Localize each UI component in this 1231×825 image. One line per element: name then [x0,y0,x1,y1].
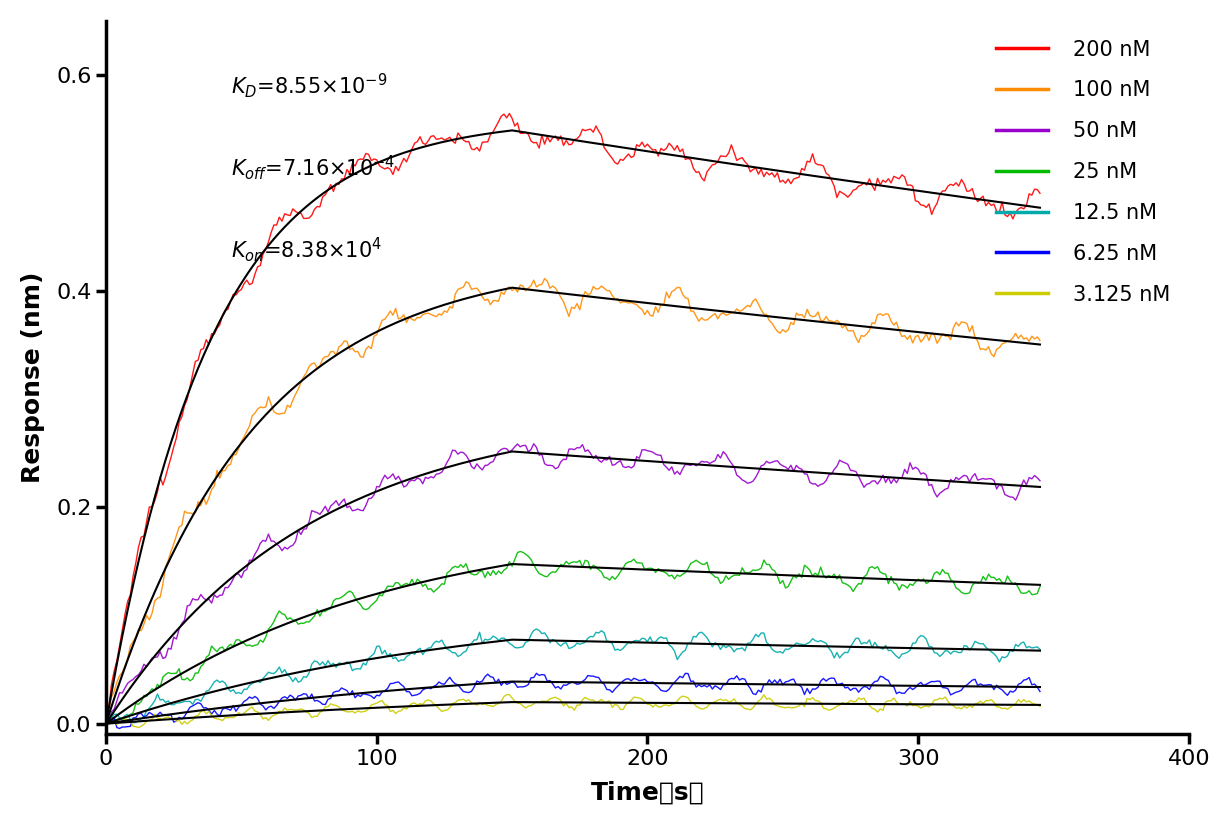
Text: $K_{on}$=8.38×10$^{4}$: $K_{on}$=8.38×10$^{4}$ [230,235,382,264]
Text: $K_{off}$=7.16×10$^{-4}$: $K_{off}$=7.16×10$^{-4}$ [230,153,395,182]
X-axis label: Time（s）: Time（s） [591,780,704,804]
Legend: 200 nM, 100 nM, 50 nM, 25 nM, 12.5 nM, 6.25 nM, 3.125 nM: 200 nM, 100 nM, 50 nM, 25 nM, 12.5 nM, 6… [987,31,1178,313]
Y-axis label: Response (nm): Response (nm) [21,272,44,483]
Text: $K_D$=8.55×10$^{-9}$: $K_D$=8.55×10$^{-9}$ [230,71,387,100]
